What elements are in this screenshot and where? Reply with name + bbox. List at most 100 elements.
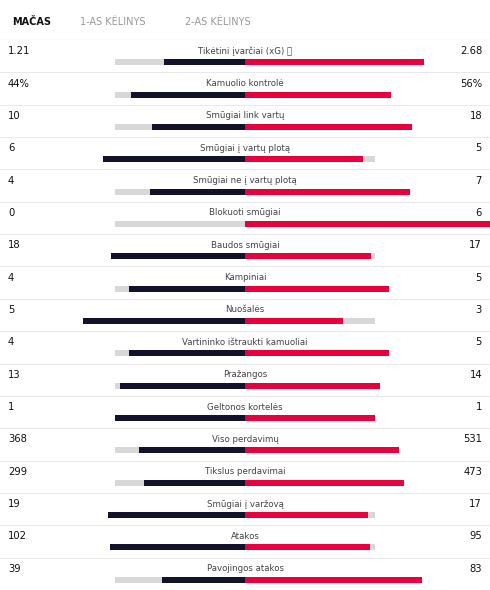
Text: 17: 17 <box>469 499 482 509</box>
Bar <box>115 286 375 291</box>
Bar <box>245 577 422 583</box>
Text: 18: 18 <box>469 111 482 121</box>
Bar <box>245 286 390 291</box>
Text: 1-AS KĖLINYS: 1-AS KĖLINYS <box>80 17 146 27</box>
Text: 1: 1 <box>8 402 14 412</box>
Bar <box>245 221 490 227</box>
Text: 2.68: 2.68 <box>460 46 482 56</box>
Bar <box>129 286 245 291</box>
Text: Nuošalės: Nuošalės <box>225 306 265 314</box>
Text: 4: 4 <box>8 337 14 348</box>
Bar <box>139 447 245 453</box>
Bar <box>164 59 245 65</box>
Bar <box>245 480 404 486</box>
Text: Pražangos: Pražangos <box>223 370 267 379</box>
Text: Smūgiai ne į vartų plotą: Smūgiai ne į vartų plotą <box>193 176 297 185</box>
Text: 18: 18 <box>8 240 21 250</box>
Bar <box>115 415 245 421</box>
Text: Blokuoti smūgiai: Blokuoti smūgiai <box>209 208 281 218</box>
Text: 10: 10 <box>8 111 21 121</box>
Bar <box>144 480 245 486</box>
Bar <box>115 221 375 227</box>
Text: 56%: 56% <box>460 78 482 88</box>
Text: 7: 7 <box>476 176 482 186</box>
Bar <box>150 189 245 195</box>
Text: 1.21: 1.21 <box>8 46 30 56</box>
Text: Tikslus perdavimai: Tikslus perdavimai <box>205 467 285 476</box>
Bar <box>115 480 375 486</box>
Text: 5: 5 <box>476 143 482 153</box>
Text: Viso perdavimų: Viso perdavimų <box>212 435 278 444</box>
Text: Geltonos kortelės: Geltonos kortelės <box>207 402 283 412</box>
Text: 368: 368 <box>8 434 27 444</box>
Text: 5: 5 <box>476 337 482 348</box>
Text: 5: 5 <box>476 273 482 283</box>
Bar <box>115 447 375 453</box>
Bar <box>245 545 370 550</box>
Text: 39: 39 <box>8 564 21 574</box>
Bar <box>115 156 375 162</box>
Bar <box>245 447 398 453</box>
Bar <box>245 156 363 162</box>
Bar <box>108 512 245 518</box>
Text: Smūgiai link vartų: Smūgiai link vartų <box>206 112 284 120</box>
Text: 6: 6 <box>8 143 14 153</box>
Bar <box>245 512 368 518</box>
Text: MAČAS: MAČAS <box>12 17 51 27</box>
Bar <box>115 350 375 356</box>
Text: 299: 299 <box>8 467 27 477</box>
Text: 4: 4 <box>8 273 14 283</box>
Text: 13: 13 <box>8 370 21 380</box>
Bar <box>115 189 375 195</box>
Bar <box>245 91 391 97</box>
Bar <box>245 189 411 195</box>
Bar <box>115 253 375 259</box>
Text: 4: 4 <box>8 176 14 186</box>
Bar <box>111 253 245 259</box>
Text: 83: 83 <box>469 564 482 574</box>
Bar <box>162 577 245 583</box>
Bar <box>110 545 245 550</box>
Text: Pavojingos atakos: Pavojingos atakos <box>206 564 284 573</box>
Bar <box>115 545 375 550</box>
Bar <box>245 253 371 259</box>
Text: Tikėtini įvarčiai (xG) ⓘ: Tikėtini įvarčiai (xG) ⓘ <box>198 47 292 56</box>
Bar <box>115 59 375 65</box>
Text: 473: 473 <box>463 467 482 477</box>
Bar <box>115 91 375 97</box>
Bar <box>152 124 245 130</box>
Text: 6: 6 <box>476 208 482 218</box>
Text: 14: 14 <box>469 370 482 380</box>
Bar <box>115 124 375 130</box>
Bar <box>245 415 375 421</box>
Text: Smūgiai į vartų plotą: Smūgiai į vartų plotą <box>200 144 290 153</box>
Text: Kampiniai: Kampiniai <box>224 273 266 282</box>
Bar <box>115 383 375 389</box>
Bar <box>245 59 424 65</box>
Bar <box>131 91 245 97</box>
Text: 5: 5 <box>8 305 14 315</box>
Bar <box>245 383 380 389</box>
Text: 0: 0 <box>8 208 14 218</box>
Text: 95: 95 <box>469 532 482 542</box>
Text: 531: 531 <box>463 434 482 444</box>
Text: 1: 1 <box>476 402 482 412</box>
Text: 2-AS KĖLINYS: 2-AS KĖLINYS <box>185 17 250 27</box>
Bar <box>115 415 375 421</box>
Bar <box>245 318 343 324</box>
Text: 17: 17 <box>469 240 482 250</box>
Bar <box>103 156 245 162</box>
Text: Kamuolio kontrolė: Kamuolio kontrolė <box>206 79 284 88</box>
Text: Baudos smūgiai: Baudos smūgiai <box>211 241 279 250</box>
Text: Atakos: Atakos <box>231 532 259 541</box>
Bar <box>115 318 375 324</box>
Bar <box>120 383 245 389</box>
Text: 19: 19 <box>8 499 21 509</box>
Bar <box>115 512 375 518</box>
Bar <box>115 577 375 583</box>
Text: Vartininko ištraukti kamuoliai: Vartininko ištraukti kamuoliai <box>182 338 308 347</box>
Bar <box>82 318 245 324</box>
Text: 3: 3 <box>476 305 482 315</box>
Text: 44%: 44% <box>8 78 30 88</box>
Bar <box>245 350 390 356</box>
